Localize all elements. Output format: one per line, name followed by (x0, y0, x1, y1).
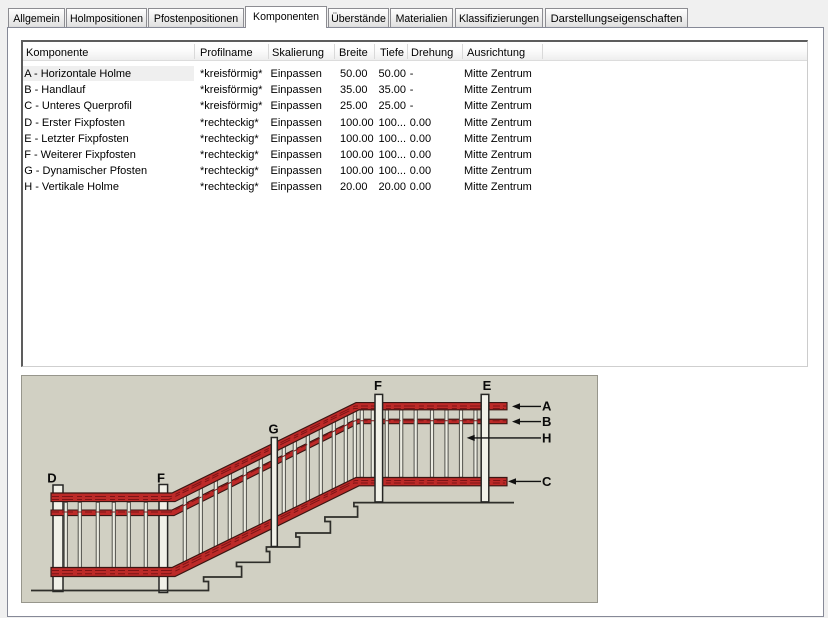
svg-text:E: E (483, 378, 492, 393)
svg-text:B: B (542, 414, 551, 429)
svg-text:H: H (542, 431, 551, 446)
svg-text:C: C (542, 474, 552, 489)
svg-text:D: D (47, 471, 56, 486)
svg-text:G: G (268, 422, 278, 437)
svg-text:F: F (374, 378, 382, 393)
svg-text:A: A (542, 399, 552, 414)
svg-text:F: F (157, 471, 165, 486)
